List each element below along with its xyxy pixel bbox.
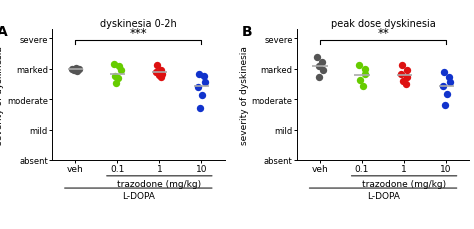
Point [313, 56, 321, 60]
Point [71, 69, 78, 73]
Point [75, 68, 82, 72]
Point [440, 71, 447, 75]
Text: trazodone (mg/kg): trazodone (mg/kg) [362, 179, 446, 188]
Point [319, 69, 327, 73]
Point [111, 75, 118, 79]
Point [198, 94, 206, 98]
Text: ***: *** [129, 27, 147, 40]
Point [201, 81, 209, 85]
Point [315, 65, 322, 69]
Point [400, 80, 407, 84]
Point [398, 64, 406, 67]
Point [157, 69, 165, 73]
Text: A: A [0, 25, 8, 38]
Point [403, 69, 410, 73]
Title: peak dose dyskinesia: peak dose dyskinesia [331, 19, 436, 29]
Point [402, 83, 410, 87]
Point [361, 68, 368, 72]
Y-axis label: severity of dyskinesia: severity of dyskinesia [0, 46, 4, 144]
Text: trazodone (mg/kg): trazodone (mg/kg) [117, 179, 201, 188]
Point [116, 65, 123, 69]
Point [356, 79, 364, 83]
Text: L-DOPA: L-DOPA [122, 191, 155, 200]
Point [112, 82, 119, 86]
Point [397, 73, 405, 76]
Point [439, 85, 447, 89]
Point [152, 71, 160, 75]
Point [446, 81, 453, 85]
Point [73, 70, 81, 74]
Point [158, 76, 165, 79]
Text: L-DOPA: L-DOPA [367, 191, 400, 200]
Point [195, 86, 202, 90]
Point [441, 103, 449, 107]
Text: **: ** [377, 27, 389, 40]
Point [69, 67, 76, 71]
Point [154, 64, 161, 67]
Point [73, 66, 80, 70]
Y-axis label: severity of dyskinesia: severity of dyskinesia [240, 46, 249, 144]
Point [362, 73, 369, 76]
Point [196, 106, 204, 110]
Point [200, 75, 208, 79]
Point [158, 73, 166, 76]
Point [403, 76, 411, 79]
Point [195, 73, 203, 76]
Text: B: B [242, 25, 252, 38]
Point [445, 76, 453, 79]
Point [155, 74, 162, 78]
Point [110, 63, 118, 66]
Point [443, 93, 451, 97]
Point [114, 77, 122, 81]
Point [117, 69, 125, 73]
Point [319, 61, 326, 64]
Title: dyskinesia 0-2h: dyskinesia 0-2h [100, 19, 177, 29]
Point [356, 64, 363, 67]
Point [359, 85, 367, 89]
Point [315, 76, 323, 79]
